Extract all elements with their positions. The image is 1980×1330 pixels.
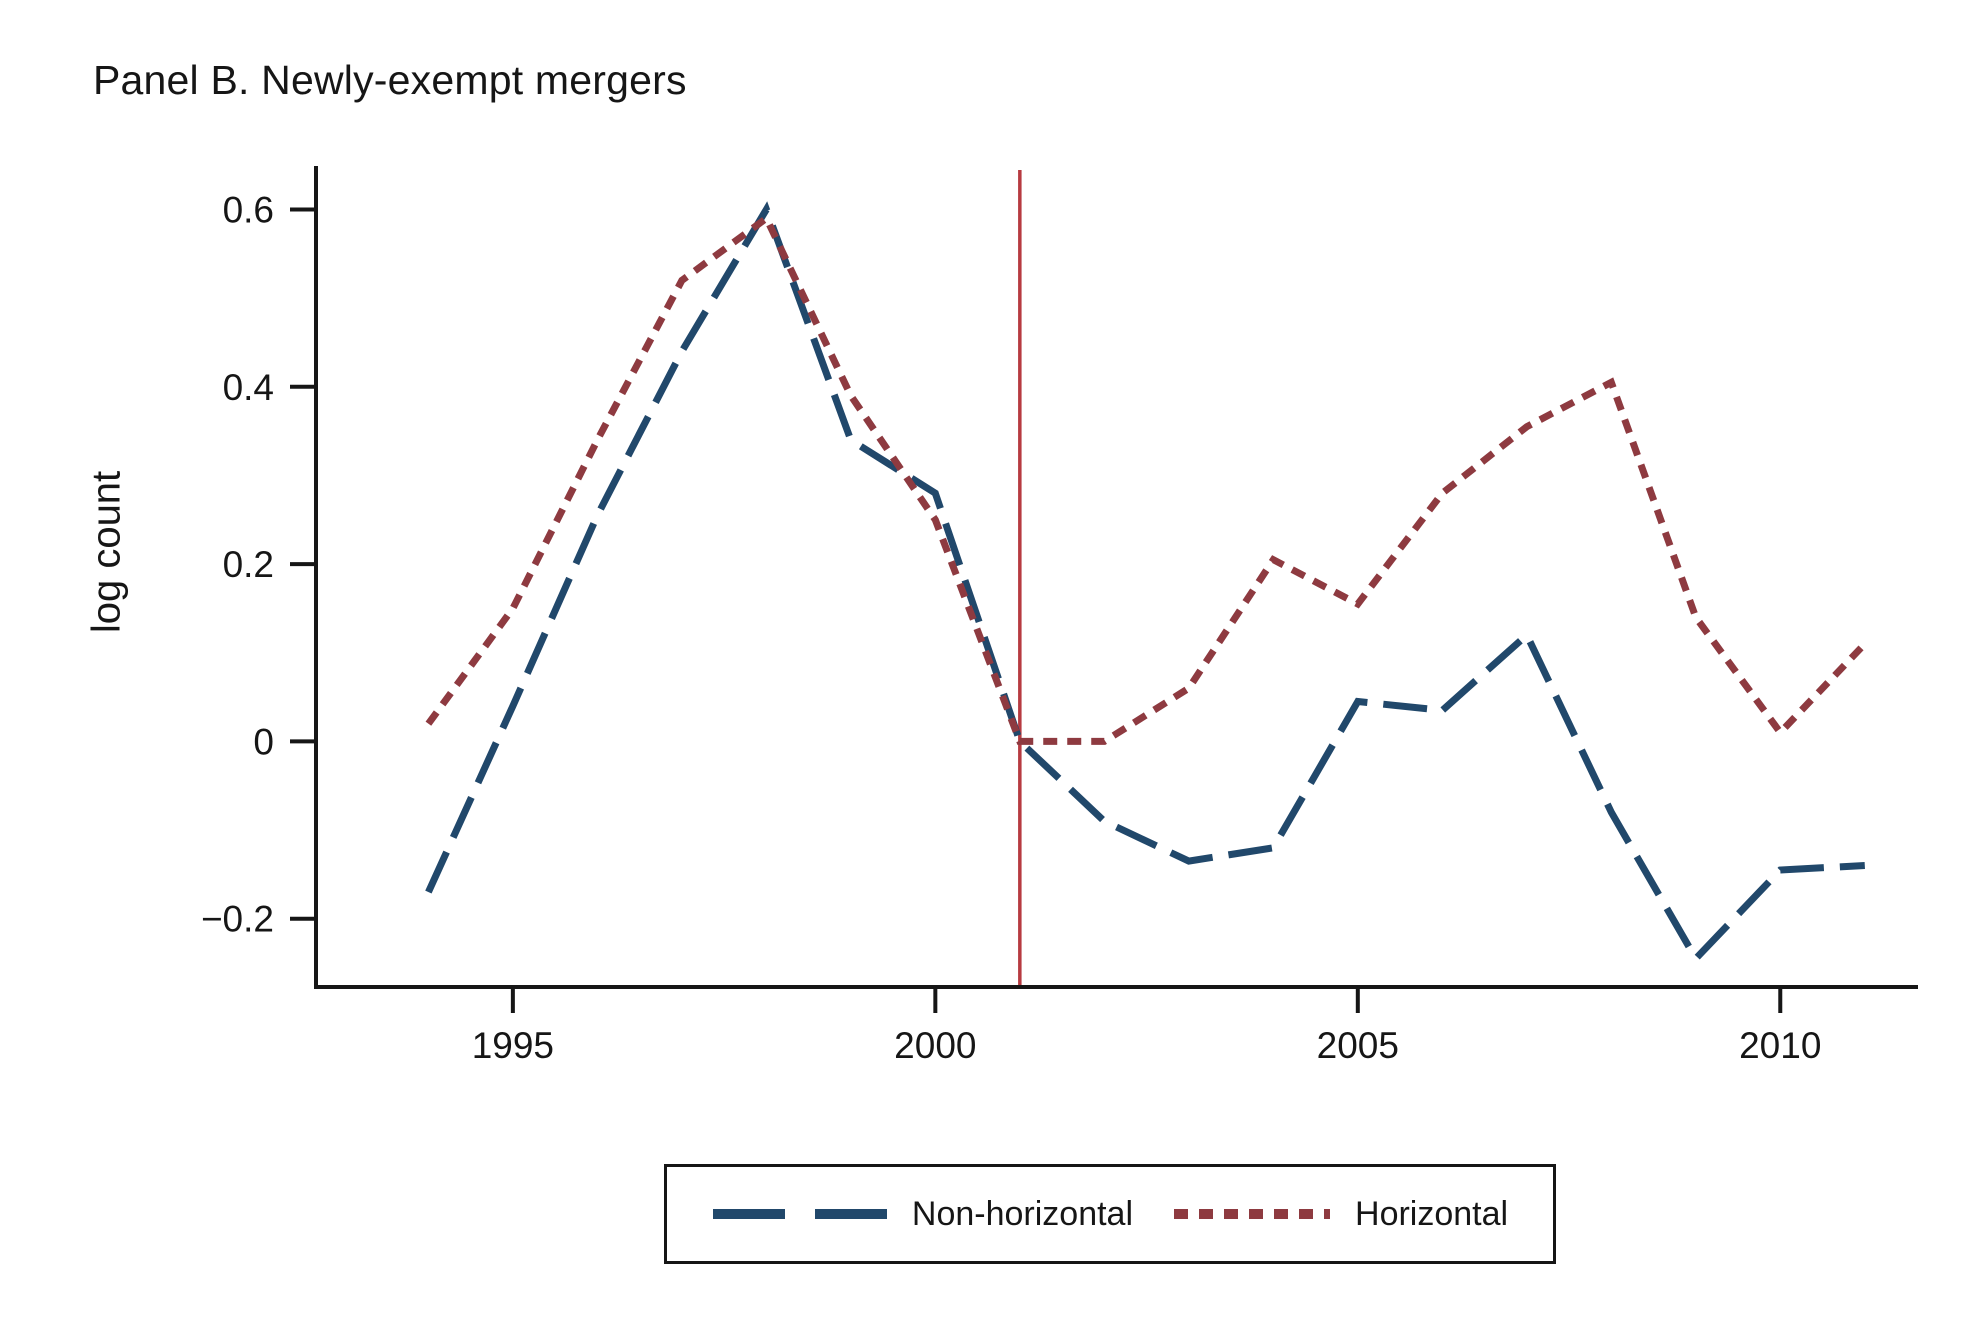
- legend-item-non-horizontal: Non-horizontal: [712, 1195, 1133, 1234]
- series-line-horizontal: [425, 212, 1868, 745]
- legend-item-horizontal: Horizontal: [1173, 1195, 1508, 1234]
- chart-title: Panel B. Newly-exempt mergers: [93, 57, 687, 103]
- legend-label-horizontal: Horizontal: [1355, 1194, 1509, 1233]
- x-tick-label: 2005: [1317, 1025, 1399, 1066]
- legend-box: Non-horizontal Horizontal: [664, 1164, 1556, 1264]
- non-horizontal-dash-sample-icon: [712, 1209, 887, 1219]
- y-tick-label: −0.2: [201, 899, 274, 940]
- legend-label-non-horizontal: Non-horizontal: [911, 1194, 1134, 1233]
- horizontal-dash-sample-icon: [1174, 1209, 1331, 1219]
- series-line-non-horizontal: [425, 201, 1865, 965]
- axes: [314, 166, 1918, 989]
- y-tick-label: 0.2: [223, 544, 274, 585]
- x-tick-label: 2000: [894, 1025, 976, 1066]
- y-tick-label: 0.6: [223, 189, 274, 230]
- y-tick-label: 0.4: [223, 367, 274, 408]
- x-tick-label: 1995: [472, 1025, 554, 1066]
- y-tick-label: 0: [253, 721, 274, 762]
- x-tick-label: 2010: [1739, 1025, 1821, 1066]
